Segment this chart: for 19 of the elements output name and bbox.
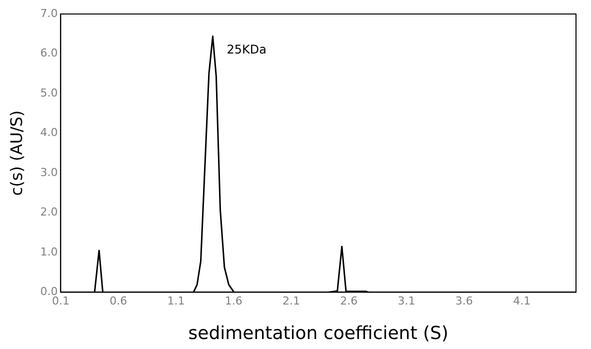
x-tick-label: 2.6 <box>340 294 358 308</box>
x-tick-label: 4.1 <box>513 294 531 308</box>
y-tick-label: 3.0 <box>40 166 58 179</box>
annotation: 25KDa <box>226 42 266 56</box>
x-tick-label: 0.6 <box>110 294 128 308</box>
x-axis-title: sedimentation coefficient (S) <box>188 322 448 344</box>
y-tick-label: 6.0 <box>40 46 58 60</box>
y-axis-title: c(s) (AU/S) <box>6 110 26 196</box>
x-tick-label: 0.1 <box>52 294 70 308</box>
x-tick-label: 2.1 <box>282 294 300 308</box>
y-tick-label: 2.0 <box>40 206 58 219</box>
x-tick-label: 3.1 <box>398 294 416 308</box>
y-tick-label: 4.0 <box>40 126 58 140</box>
y-tick-label: 1.0 <box>40 245 58 258</box>
x-tick-label: 1.6 <box>224 294 242 308</box>
x-tick-label: 3.6 <box>455 294 473 308</box>
x-tick-label: 1.1 <box>167 294 185 308</box>
y-tick-label: 5.0 <box>40 86 58 100</box>
y-tick-label: 7.0 <box>40 6 58 20</box>
